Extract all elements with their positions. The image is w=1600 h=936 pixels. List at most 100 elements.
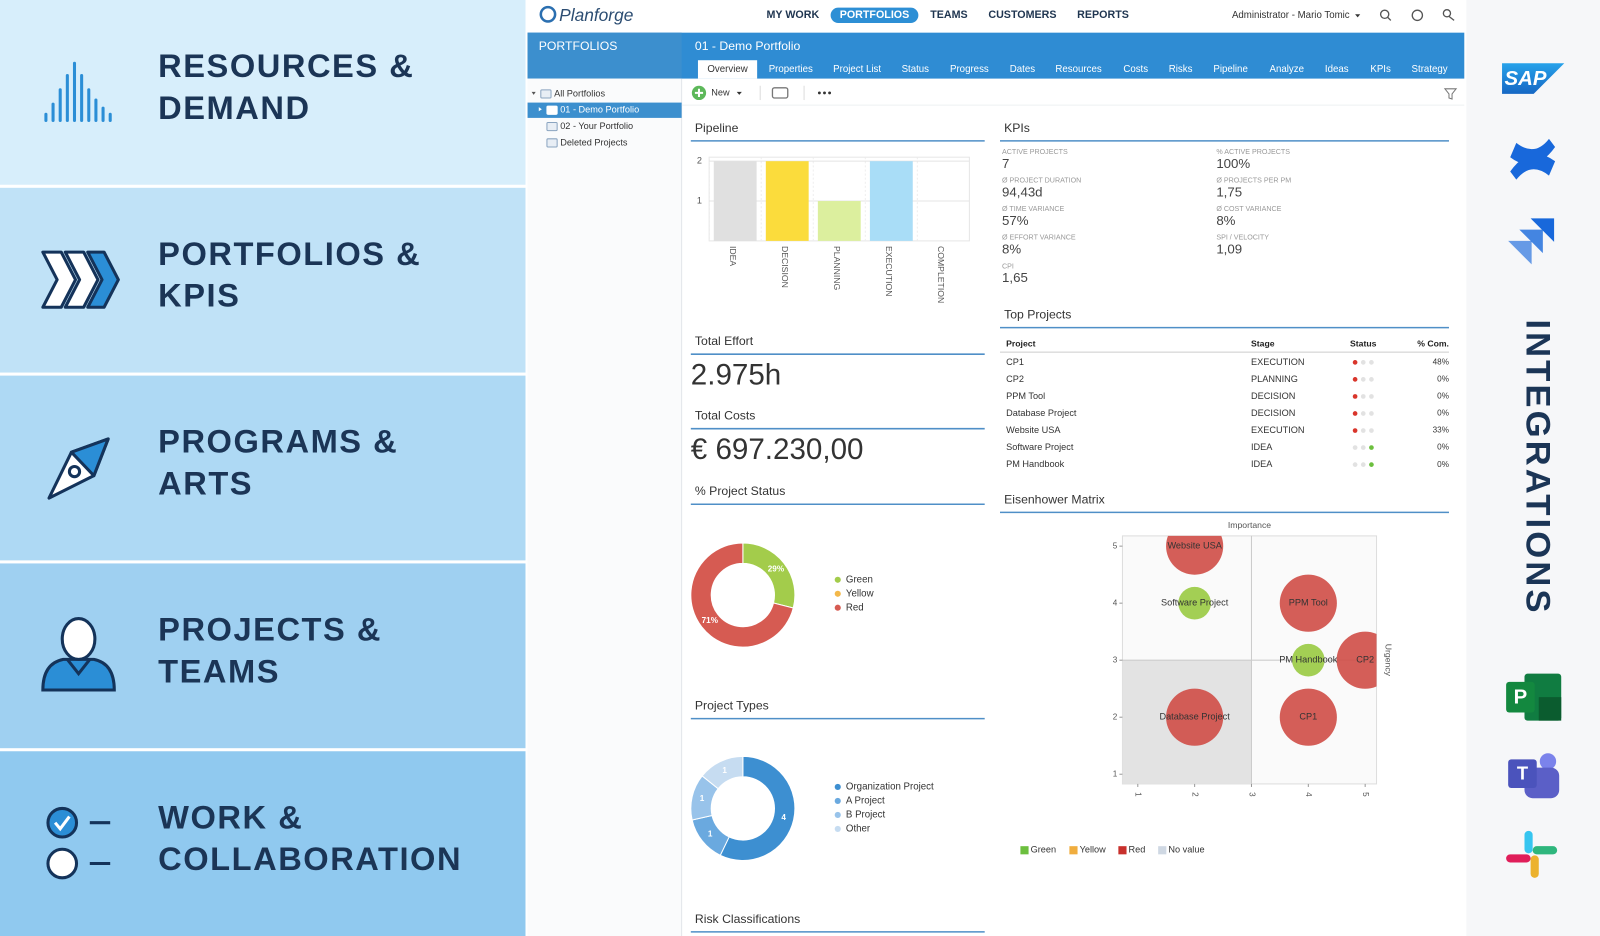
tab[interactable]: Resources [1055,64,1101,75]
bubbles: Website USA Software Project PPM Tool PM Ha… [1159,535,1377,746]
nav-item[interactable]: CUSTOMERS [988,9,1056,21]
status-dot [1369,377,1374,382]
legend-label: Red [1129,845,1146,855]
x-tick-label: EXECUTION [884,246,894,297]
nav-item[interactable]: PORTFOLIOS [840,9,910,21]
tree-icon [540,89,552,99]
tab[interactable]: KPIs [1370,64,1391,75]
help-icon[interactable] [1411,9,1424,22]
sap-text: SAP [1505,68,1547,90]
user-caret [1355,14,1361,18]
project-stage: EXECUTION [1251,425,1305,435]
legend-label: Red [846,602,864,613]
feature-title: WORK & [158,798,303,835]
kpi-label: CPI [1002,262,1014,270]
slice-label: 4 [781,813,786,822]
x-tick-label: COMPLETION [936,246,946,303]
more-icon[interactable] [817,91,832,95]
x-tick-label: IDEA [728,246,738,266]
logo: Planforge [559,5,633,25]
kpi-value: 1,65 [1002,270,1028,285]
filter-icon[interactable] [1443,88,1458,100]
tab[interactable]: Strategy [1412,64,1448,75]
icon-work [46,806,111,880]
kpi-value: 1,75 [1216,184,1242,199]
status-dot [1352,462,1358,467]
icon-demand [44,61,112,122]
project-complete: 0% [1437,392,1449,401]
tab[interactable]: Risks [1169,64,1193,75]
tab[interactable]: Ideas [1325,64,1349,75]
slice-label: 1 [722,766,727,775]
kpi-label: % ACTIVE PROJECTS [1216,148,1290,156]
donut-slice [701,755,744,790]
feature-title: KPIS [158,277,240,314]
sap-logo [1502,63,1565,94]
tree-toggle [531,91,536,95]
kpi-label: ACTIVE PROJECTS [1002,148,1068,156]
tab[interactable]: Properties [769,64,813,75]
panel-title: % Project Status [695,484,785,498]
user-menu[interactable]: Administrator - Mario Tomic [1232,10,1350,21]
feature-title: COLLABORATION [158,840,462,877]
tree-toggle [538,107,542,112]
tab[interactable]: Progress [950,64,989,75]
project-name: PM Handbook [1006,459,1065,469]
project-complete: 0% [1437,443,1449,452]
column-header: Stage [1251,338,1275,348]
project-complete: 0% [1437,460,1449,469]
bubble [1279,574,1337,632]
bar [713,161,757,241]
project-stage: DECISION [1251,408,1295,418]
project-name: CP1 [1006,357,1024,367]
tab[interactable]: Costs [1123,64,1148,75]
y-tick-label: 2 [697,156,702,166]
new-button[interactable]: New [711,87,730,97]
tab[interactable]: Status [902,64,930,75]
tab[interactable]: Project List [833,64,881,75]
confluence-logo [1510,138,1556,180]
bar [817,201,861,241]
bar [765,161,809,241]
status-dot [1352,394,1358,399]
tab[interactable]: Analyze [1270,64,1304,75]
tree-item[interactable]: All Portfolios [554,88,605,98]
nav-item[interactable]: TEAMS [930,9,967,21]
nav-active-pill [830,7,919,23]
nav-item[interactable]: REPORTS [1077,9,1129,21]
project-complete: 0% [1437,375,1449,384]
tree-item[interactable]: Deleted Projects [560,137,628,147]
nav-item[interactable]: MY WORK [766,9,819,21]
project-stage: IDEA [1251,442,1273,452]
panel-title: Pipeline [695,121,739,135]
column-header: Status [1350,338,1377,348]
feature-band [0,751,526,936]
y-tick-label: 1 [1113,769,1118,778]
teams-logo: T [1508,753,1560,799]
new-plus [694,88,704,97]
search-icon[interactable] [1379,9,1390,20]
page-title: 01 - Demo Portfolio [695,39,801,53]
panel-title: Total Costs [695,409,756,423]
column-header: % Com. [1417,338,1449,348]
bar [869,161,913,241]
y-tick-label: 5 [1113,541,1118,550]
status-dot [1352,428,1358,433]
legend-label: A Project [846,796,885,807]
status-dot [1369,411,1374,416]
tree-item[interactable]: 02 - Your Portfolio [560,121,633,131]
panel-title: Project Types [695,699,769,713]
legend-label: Organization Project [846,782,934,793]
print-icon[interactable] [771,87,789,99]
tree-item[interactable]: 01 - Demo Portfolio [560,105,639,115]
bubble-label: Database Project [1159,712,1230,722]
kpi-value: 100% [1216,156,1250,171]
tab[interactable]: Dates [1010,64,1035,75]
legend-swatch [834,783,841,791]
project-stage: EXECUTION [1251,357,1305,367]
tab[interactable]: Overview [707,64,748,75]
tab[interactable]: Pipeline [1213,64,1247,75]
advanced-search-icon[interactable] [1442,9,1452,18]
project-stage: PLANNING [1251,374,1298,384]
